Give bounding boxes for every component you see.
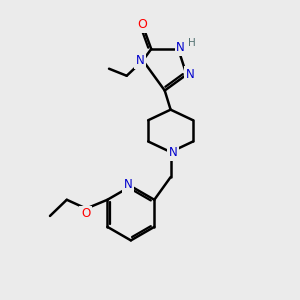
Text: O: O [81, 207, 90, 220]
Text: N: N [186, 68, 194, 81]
Text: N: N [136, 54, 144, 67]
Text: N: N [169, 146, 177, 159]
Text: O: O [137, 18, 147, 31]
Text: H: H [188, 38, 196, 48]
Text: N: N [124, 178, 132, 191]
Text: N: N [176, 41, 185, 54]
